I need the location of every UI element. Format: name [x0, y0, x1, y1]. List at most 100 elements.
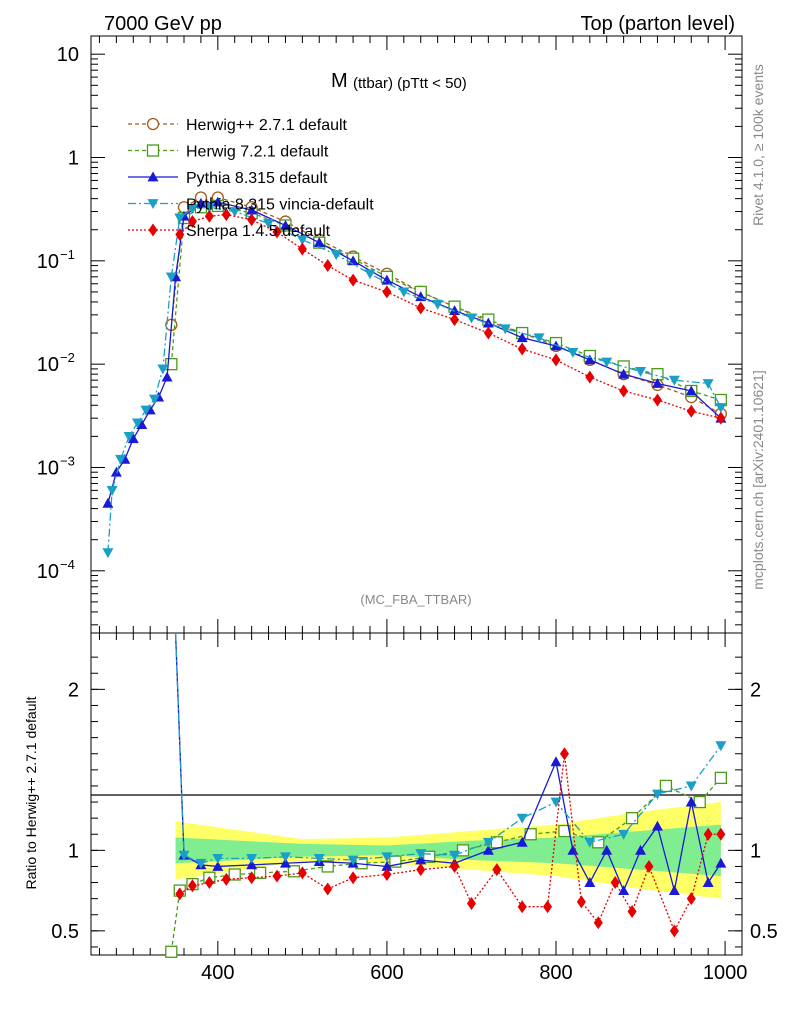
- data-point: [348, 273, 358, 287]
- ratio-point: [212, 860, 224, 871]
- side-label-top: Rivet 4.1.0, ≥ 100k events: [750, 64, 766, 226]
- ratio-point: [466, 896, 476, 910]
- ratio-point: [703, 827, 713, 841]
- uncertainty-band-inner: [175, 824, 721, 877]
- ratio-point: [702, 877, 714, 887]
- data-point: [247, 213, 257, 227]
- data-point: [449, 305, 461, 315]
- ratio-point: [559, 747, 569, 761]
- data-point: [195, 197, 207, 208]
- main-series-4: [175, 208, 726, 425]
- ratio-point: [651, 820, 663, 831]
- main-ytick-exponent: −2: [60, 350, 75, 365]
- data-point: [716, 411, 726, 425]
- ratio-point: [584, 837, 596, 848]
- ratio-point: [550, 797, 562, 808]
- ratio-point: [279, 852, 291, 863]
- data-point: [668, 375, 680, 386]
- ratio-ytick-label: 0.5: [51, 921, 79, 943]
- data-point: [533, 333, 545, 344]
- ratio-point: [668, 885, 680, 895]
- data-point: [115, 454, 127, 465]
- ratio-point: [456, 844, 470, 857]
- legend-label: Herwig++ 2.7.1 default: [186, 117, 348, 134]
- ratio-point: [297, 866, 307, 880]
- ratio-point: [423, 850, 436, 863]
- data-point: [601, 357, 613, 368]
- series-line: [107, 201, 722, 504]
- ratio-point: [517, 900, 527, 914]
- ratio-point: [228, 868, 241, 881]
- data-point: [499, 324, 511, 335]
- ratio-point: [685, 796, 697, 807]
- legend-marker: [146, 144, 160, 157]
- ratio-point: [253, 866, 267, 880]
- data-point: [204, 209, 214, 223]
- data-point: [482, 317, 494, 328]
- series-line: [107, 206, 722, 553]
- ratio-point: [610, 876, 620, 890]
- ratio-point: [558, 824, 571, 838]
- data-point: [551, 353, 561, 367]
- data-point: [279, 219, 291, 230]
- data-point: [175, 227, 185, 241]
- ratio-ytick-label: 2: [68, 679, 79, 701]
- data-point: [330, 250, 342, 261]
- ratio-point: [416, 863, 426, 877]
- ratio-point: [449, 850, 461, 861]
- ratio-point: [669, 924, 679, 938]
- ratio-point: [644, 859, 654, 873]
- legend-marker: [146, 117, 160, 131]
- data-point: [685, 385, 697, 396]
- data-point: [140, 405, 152, 416]
- data-point: [110, 466, 122, 477]
- data-point: [174, 213, 186, 224]
- data-point: [187, 215, 197, 229]
- data-point: [516, 332, 528, 343]
- ratio-point: [715, 741, 727, 752]
- data-point: [132, 418, 143, 429]
- ratio-point: [492, 863, 502, 877]
- ratio-point: [415, 854, 427, 865]
- data-point: [715, 403, 727, 414]
- ratio-ylabel: Ratio to Herwig++ 2.7.1 default: [23, 696, 39, 889]
- header-left: 7000 GeV pp: [104, 13, 222, 35]
- ratio-point: [415, 849, 427, 860]
- main-series-group: [102, 191, 728, 559]
- x-tick-label: 1000: [703, 962, 748, 984]
- ratio-point: [246, 859, 258, 870]
- legend: Herwig++ 2.7.1 default Herwig 7.2.1 defau…: [128, 117, 374, 240]
- ratio-axis-ticks: 0.5 0.5 1 1 2 2: [51, 656, 778, 948]
- ratio-point: [715, 857, 727, 868]
- main-ytick-label: 10: [57, 44, 79, 66]
- data-point: [567, 347, 579, 358]
- ratio-ytick-label-right: 1: [750, 840, 761, 862]
- ratio-point: [279, 857, 291, 868]
- data-point: [483, 326, 493, 340]
- data-point: [123, 431, 135, 442]
- data-point: [465, 313, 477, 324]
- main-series-3: [102, 202, 727, 559]
- series-line: [179, 213, 722, 419]
- ratio-point: [635, 844, 647, 855]
- x-tick-label: 400: [201, 962, 234, 984]
- data-point: [221, 208, 231, 222]
- ratio-point: [516, 813, 528, 824]
- main-ytick-label: 10: [37, 561, 59, 583]
- data-point: [686, 404, 696, 418]
- data-point: [136, 419, 148, 429]
- data-point: [127, 433, 139, 444]
- data-point: [432, 299, 444, 310]
- ratio-series-3: [174, 632, 727, 869]
- x-tick-label: 800: [539, 962, 572, 984]
- data-point: [165, 272, 177, 283]
- ratio-point: [651, 789, 663, 800]
- main-ytick-label: 1: [68, 148, 79, 170]
- legend-label: Pythia 8.315 default: [186, 170, 328, 187]
- data-point: [635, 367, 647, 377]
- ratio-point: [381, 852, 393, 863]
- ratio-uncertainty-bands: [175, 802, 721, 899]
- data-point: [157, 364, 169, 375]
- main-ytick-exponent: −3: [60, 453, 75, 468]
